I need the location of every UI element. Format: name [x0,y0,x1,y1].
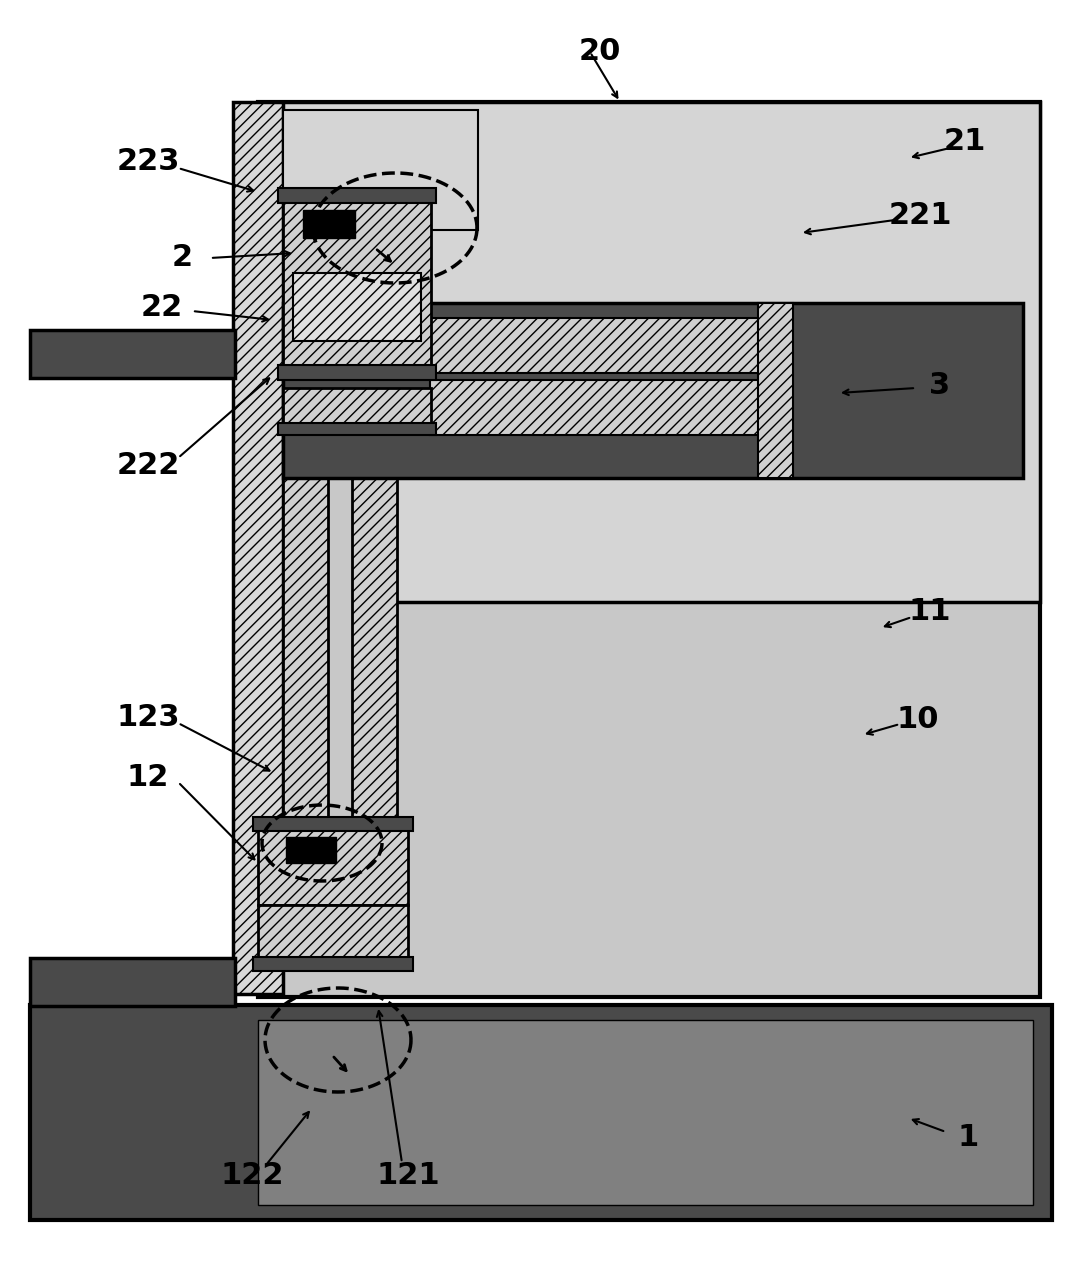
Bar [30,329,235,378]
Bar [30,1005,1052,1220]
Text: 10: 10 [897,706,939,734]
Text: 21: 21 [944,127,986,156]
Bar [283,388,431,426]
Bar [278,424,436,435]
Bar [293,273,421,341]
Bar [283,198,431,373]
Text: 2: 2 [171,243,193,272]
Text: 122: 122 [221,1160,283,1189]
Bar [233,102,283,993]
Text: 123: 123 [116,703,180,733]
Bar [278,365,436,380]
Bar [258,904,408,960]
Text: 222: 222 [116,452,180,481]
Bar [303,210,355,238]
Bar [258,826,408,904]
Text: 221: 221 [888,201,952,229]
Text: 20: 20 [579,37,621,66]
Bar [430,318,760,373]
Text: 121: 121 [377,1160,439,1189]
Bar [278,188,436,204]
Bar [283,303,1022,478]
Text: 223: 223 [116,148,180,177]
Bar [352,435,397,826]
Bar [253,817,413,831]
Bar [758,303,793,478]
Bar [30,958,235,1006]
Bar [430,380,760,435]
Bar [258,102,1040,997]
Text: 3: 3 [929,370,951,399]
Text: 12: 12 [127,763,169,792]
Bar [328,435,352,826]
Text: 11: 11 [909,598,951,627]
Text: 22: 22 [141,294,183,323]
Text: 1: 1 [958,1123,978,1152]
Bar [286,837,337,862]
Bar [283,435,328,826]
Bar [258,1020,1033,1205]
Bar [283,109,478,230]
Bar [258,102,1040,602]
Bar [253,957,413,971]
